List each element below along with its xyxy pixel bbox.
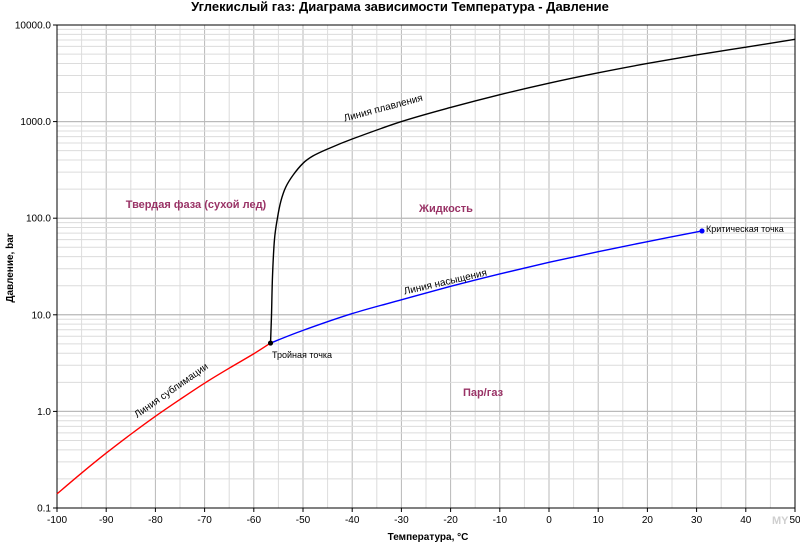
x-tick-label: -20 — [443, 515, 458, 526]
x-tick-label: -50 — [296, 515, 311, 526]
points-group — [267, 228, 705, 346]
chart-title: Углекислый газ: Диаграма зависимости Тем… — [191, 0, 609, 14]
x-tick-label: 30 — [691, 515, 703, 526]
x-tick-label: -70 — [197, 515, 212, 526]
critical-point-label: Критическая точка — [706, 224, 784, 234]
x-tick-label: -40 — [345, 515, 360, 526]
triple-point-label: Тройная точка — [272, 350, 332, 360]
x-tick-label: -80 — [148, 515, 163, 526]
series-group — [56, 38, 796, 495]
y-tick-label: 10.0 — [32, 310, 52, 321]
y-tick-label: 1.0 — [37, 407, 51, 418]
liquid-phase-label: Жидкость — [418, 203, 473, 215]
triple-point — [267, 340, 274, 346]
x-tick-label: -100 — [47, 515, 67, 526]
x-axis-ticks: -100 -90 -80 -70 -60 -50 -40 -30 -20 -10 0 10 20 30 40… — [47, 508, 800, 526]
y-axis-label: Давление, bar — [5, 233, 16, 302]
y-axis-ticks: 0.1 1.0 10.0 100.0 1000.0 10000.0 — [15, 21, 57, 515]
x-tick-label: -90 — [99, 515, 114, 526]
saturation-line — [270, 230, 703, 344]
melting-line — [269, 38, 796, 344]
critical-point — [699, 228, 705, 234]
y-tick-label: 0.1 — [37, 504, 51, 515]
melting-line-label: Линия плавления — [343, 93, 424, 125]
x-tick-label: 40 — [740, 515, 752, 526]
grid — [56, 24, 796, 509]
x-tick-label: 20 — [642, 515, 654, 526]
x-tick-label: -10 — [493, 515, 508, 526]
x-tick-label: 50 — [789, 515, 800, 526]
solid-phase-label: Твердая фаза (сухой лед) — [126, 199, 267, 211]
y-tick-label: 100.0 — [26, 214, 51, 225]
x-tick-label: -60 — [247, 515, 262, 526]
y-tick-label: 1000.0 — [20, 117, 51, 128]
x-axis-label: Температура, °C — [388, 532, 469, 543]
plot-frame — [56, 24, 796, 509]
sublimation-line — [56, 342, 271, 495]
x-tick-label: -30 — [394, 515, 409, 526]
x-tick-label: 10 — [593, 515, 605, 526]
x-tick-label: 0 — [546, 515, 552, 526]
y-tick-label: 10000.0 — [15, 21, 52, 32]
gas-phase-label: Пар/газ — [463, 387, 504, 399]
watermark: MY — [772, 515, 789, 527]
